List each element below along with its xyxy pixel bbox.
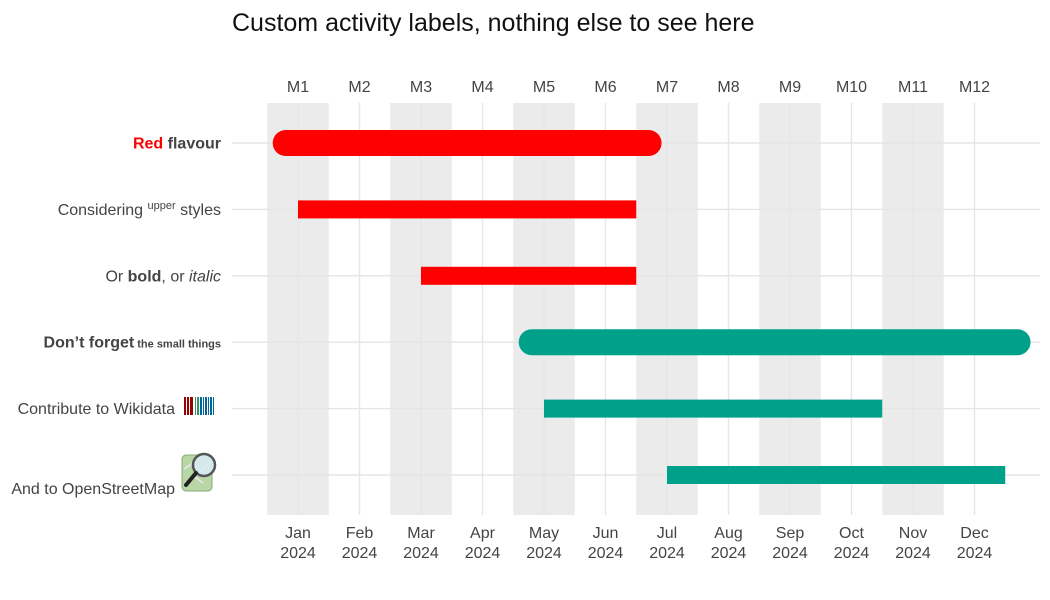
bottom-tick-year: 2024 <box>895 545 931 562</box>
top-tick-label: M2 <box>348 79 370 96</box>
activity-bar <box>421 266 637 285</box>
activity-bar <box>544 399 883 418</box>
top-tick-label: M11 <box>898 79 928 96</box>
activity-label: Red flavour <box>133 136 221 153</box>
activity-label-part: Red <box>133 136 163 153</box>
top-tick-label: M7 <box>656 79 678 96</box>
bottom-tick-year: 2024 <box>403 545 439 562</box>
activity-label-part: Don’t forget <box>44 335 135 352</box>
activity-label-part: the small things <box>134 339 221 351</box>
bottom-tick-month: Nov <box>899 525 927 542</box>
activity-label: Considering upper styles <box>58 200 221 219</box>
bottom-tick-year: 2024 <box>465 545 501 562</box>
bottom-tick-month: Dec <box>960 525 988 542</box>
bottom-tick-month: Apr <box>470 525 496 542</box>
activity-label-part: Considering <box>58 202 148 219</box>
top-tick-label: M1 <box>287 79 309 96</box>
activity-label-part: bold <box>128 268 162 285</box>
bottom-tick-month: Feb <box>346 525 374 542</box>
bottom-tick-year: 2024 <box>588 545 624 562</box>
bottom-tick-month: Jun <box>593 525 619 542</box>
bottom-tick-year: 2024 <box>711 545 747 562</box>
wikidata-logo-icon <box>184 397 214 415</box>
bottom-tick-month: Oct <box>839 525 864 542</box>
bottom-tick-year: 2024 <box>526 545 562 562</box>
bottom-tick-year: 2024 <box>280 545 316 562</box>
activity-label-part: upper <box>148 200 176 212</box>
activity-label: Don’t forget the small things <box>44 335 221 352</box>
openstreetmap-logo-icon <box>181 452 217 492</box>
bottom-tick-year: 2024 <box>649 545 685 562</box>
top-tick-label: M3 <box>410 79 432 96</box>
activity-bar <box>667 466 1006 484</box>
activity-label-part: italic <box>189 268 221 285</box>
top-axis: M1 M2 M3 M4 M5 M6 M7 M8 M9 M10 M11 M12 <box>287 79 990 96</box>
activity-label-part: flavour <box>163 136 221 153</box>
activity-label-part: styles <box>176 202 221 219</box>
bottom-tick-year: 2024 <box>834 545 870 562</box>
bottom-tick-month: Jan <box>285 525 311 542</box>
bottom-axis: Jan 2024 Feb 2024 Mar 2024 Apr 2024 May 2024 Jun 20… <box>280 525 992 562</box>
activity-bar <box>298 200 637 219</box>
activity-labels: Red flavour Considering upper styles Or bo… <box>11 136 221 499</box>
activity-bars <box>272 130 1031 484</box>
bottom-tick-year: 2024 <box>342 545 378 562</box>
label-icons <box>181 397 217 492</box>
activity-label-part: Contribute to Wikidata <box>18 401 176 418</box>
top-tick-label: M4 <box>471 79 493 96</box>
bottom-tick-month: May <box>529 525 559 542</box>
activity-label: Or bold, or italic <box>105 268 221 285</box>
bottom-tick-year: 2024 <box>957 545 993 562</box>
top-tick-label: M8 <box>717 79 739 96</box>
bottom-tick-month: Aug <box>714 525 742 542</box>
activity-label-part: Or <box>105 268 127 285</box>
bottom-tick-year: 2024 <box>772 545 808 562</box>
top-tick-label: M6 <box>594 79 616 96</box>
top-tick-label: M10 <box>836 79 867 96</box>
top-tick-label: M9 <box>779 79 801 96</box>
activity-label: And to OpenStreetMap <box>11 481 175 498</box>
top-tick-label: M12 <box>959 79 990 96</box>
activity-label: Contribute to Wikidata <box>18 401 176 418</box>
chart-title: Custom activity labels, nothing else to … <box>232 9 755 37</box>
activity-label-part: , or <box>161 268 189 285</box>
bottom-tick-month: Sep <box>776 525 805 542</box>
bottom-tick-month: Jul <box>657 525 677 542</box>
top-tick-label: M5 <box>533 79 555 96</box>
activity-label-part: And to OpenStreetMap <box>11 481 175 498</box>
bottom-tick-month: Mar <box>407 525 435 542</box>
